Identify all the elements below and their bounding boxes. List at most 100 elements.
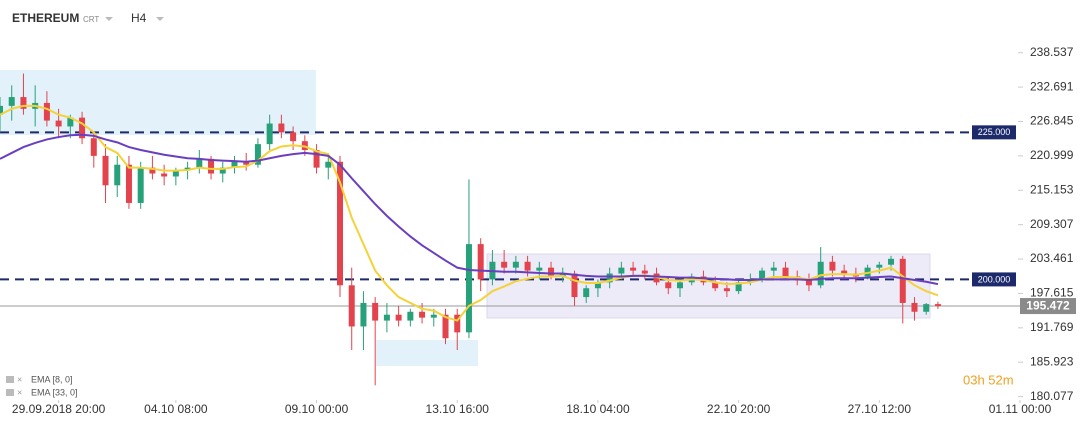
- candle-body: [114, 164, 121, 186]
- candle-body: [723, 288, 730, 292]
- ema-line: [0, 104, 939, 322]
- x-tick-label: 01.11 00:00: [989, 402, 1052, 416]
- level-label-box: [972, 125, 1016, 140]
- y-tick-label: 197.615: [1030, 286, 1074, 300]
- candle-body: [548, 267, 555, 277]
- y-tick-label: 209.307: [1030, 217, 1074, 231]
- candle-body: [20, 97, 27, 109]
- level-label: 225.000: [978, 127, 1011, 137]
- x-tick-label: 13.10 16:00: [426, 402, 490, 416]
- candle-body: [172, 170, 179, 177]
- candle-body: [782, 267, 789, 277]
- y-tick-label: 215.153: [1030, 182, 1074, 196]
- candle-body: [712, 282, 719, 289]
- y-tick-label: 232.691: [1030, 79, 1074, 93]
- candle-body: [594, 282, 601, 289]
- x-tick-label: 04.10 08:00: [144, 402, 208, 416]
- x-tick-label: 27.10 12:00: [848, 402, 912, 416]
- candle-body: [735, 282, 742, 292]
- zone-box: [376, 340, 478, 366]
- candle-body: [219, 167, 226, 174]
- legend-icon: [6, 376, 14, 383]
- candle-body: [759, 270, 766, 280]
- candle-body: [348, 285, 355, 327]
- legend-close: ×: [17, 387, 22, 397]
- candle-body: [137, 167, 144, 203]
- candle-body: [829, 261, 836, 271]
- candle-body: [383, 314, 390, 321]
- timeframe[interactable]: H4: [131, 11, 147, 25]
- candle-body: [442, 314, 449, 339]
- candle-body: [395, 314, 402, 321]
- candle-body: [536, 267, 543, 271]
- x-tick-label: 09.10 00:00: [285, 402, 349, 416]
- candle-body: [923, 304, 930, 312]
- candle-body: [805, 279, 812, 286]
- candle-body: [161, 173, 168, 177]
- candle-body: [465, 244, 472, 333]
- x-tick-label: 22.10 20:00: [707, 402, 771, 416]
- x-tick-label: 18.10 04:00: [566, 402, 630, 416]
- candle-body: [454, 314, 461, 333]
- candle-body: [79, 117, 86, 139]
- candle-body: [243, 161, 250, 165]
- legend-label: EMA [8, 0]: [31, 374, 73, 384]
- legend-label: EMA [33, 0]: [31, 387, 78, 397]
- y-tick-label: 203.461: [1030, 251, 1074, 265]
- y-tick-label: 180.077: [1030, 389, 1074, 403]
- last-price-box: [1020, 298, 1076, 315]
- axis-layer: [0, 52, 1023, 403]
- dropdown-icon[interactable]: [156, 17, 164, 21]
- y-tick-label: 185.923: [1030, 354, 1074, 368]
- level-label: 200.000: [978, 274, 1011, 284]
- candle-body: [888, 258, 895, 265]
- candle-body: [477, 244, 484, 280]
- candle-body: [208, 158, 215, 174]
- candle-body: [8, 97, 15, 106]
- candle-body: [266, 123, 273, 145]
- feed: CRT: [83, 15, 99, 24]
- y-tick-label: 238.537: [1030, 45, 1074, 59]
- y-tick-label: 220.999: [1030, 148, 1074, 162]
- candle-body: [149, 167, 156, 174]
- candle-body: [325, 161, 332, 168]
- dropdown-icon[interactable]: [105, 17, 113, 21]
- candle-body: [43, 102, 50, 121]
- candle-body: [313, 150, 320, 168]
- x-tick-label: 29.09.2018 20:00: [12, 402, 106, 416]
- candle-body: [360, 302, 367, 327]
- candle-body: [407, 311, 414, 321]
- y-tick-label: 191.769: [1030, 320, 1074, 334]
- candle-body: [911, 302, 918, 312]
- candle-body: [583, 288, 590, 298]
- candle-body: [665, 282, 672, 289]
- candle-body: [196, 158, 203, 168]
- candle-body: [290, 132, 297, 142]
- range-box: [486, 253, 931, 319]
- candle-body: [501, 261, 508, 268]
- marks-layer: [0, 73, 972, 386]
- candle-body: [876, 264, 883, 268]
- candle-body: [934, 304, 941, 307]
- candle-body: [899, 258, 906, 303]
- candle-body: [571, 273, 578, 298]
- legend-close: ×: [17, 374, 22, 384]
- candle-body: [677, 282, 683, 289]
- y-tick-label: 226.845: [1030, 114, 1074, 128]
- candle-body: [817, 261, 824, 286]
- candle-body: [630, 267, 637, 271]
- candle-body: [102, 155, 109, 186]
- candle-body: [231, 161, 238, 168]
- ema-line: [0, 133, 939, 286]
- countdown: 03h 52m: [963, 372, 1014, 387]
- candle-body: [841, 270, 848, 274]
- candle-body: [419, 311, 426, 318]
- candle-body: [430, 314, 437, 318]
- candle-body: [512, 261, 519, 268]
- candle-body: [618, 267, 625, 274]
- level-label-box: [972, 272, 1016, 287]
- candle-body: [337, 161, 343, 286]
- legend-icon: [6, 389, 14, 396]
